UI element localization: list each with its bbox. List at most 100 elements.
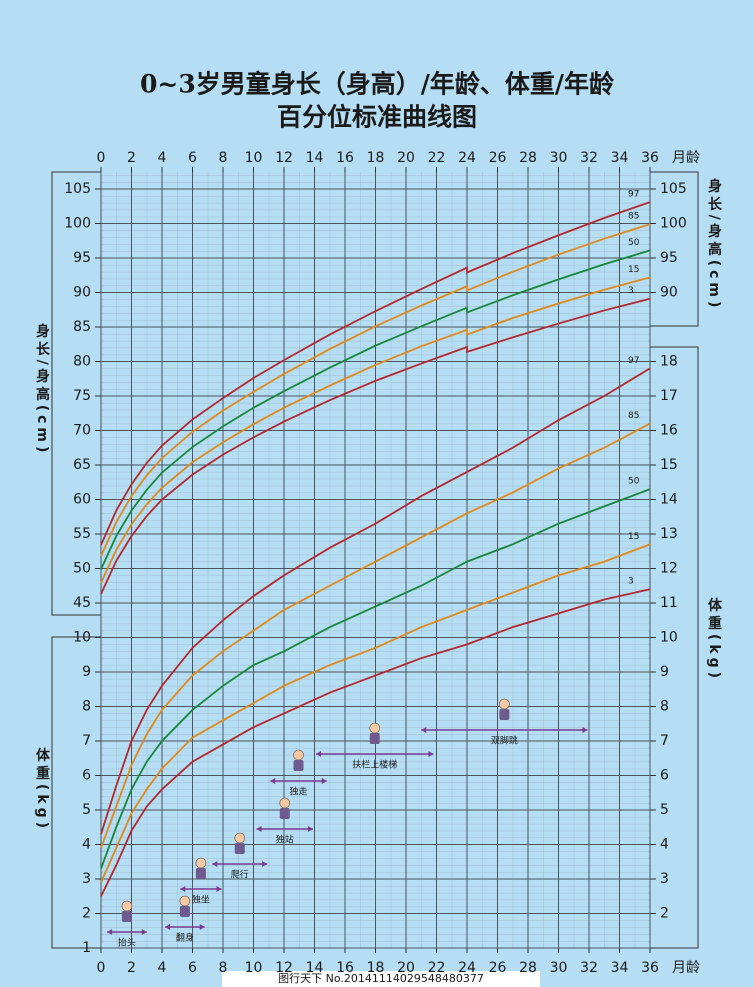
- y-tick-label-left: 90: [73, 285, 91, 301]
- x-tick-label: 20: [397, 150, 415, 166]
- child-figure-body: [234, 843, 245, 854]
- child-figure-body: [279, 808, 290, 819]
- x-tick-label: 22: [428, 150, 446, 166]
- milestone-label: 翻身: [176, 932, 194, 944]
- y-tick-label-right: 14: [660, 492, 678, 508]
- x-tick-label: 8: [219, 960, 228, 976]
- y-tick-label-right: 95: [660, 250, 678, 266]
- percentile-curve: [100, 297, 651, 595]
- x-tick-label: 14: [306, 960, 324, 976]
- y-tick-label-left: 4: [82, 837, 91, 853]
- x-tick-label: 34: [611, 150, 629, 166]
- percentile-curve: [100, 276, 651, 584]
- curve-label: 3: [628, 577, 634, 587]
- y-tick-label-right: 13: [660, 526, 678, 542]
- chart-title: 0~3岁男童身长（身高）/年龄、体重/年龄: [140, 70, 615, 99]
- x-tick-label: 32: [580, 150, 598, 166]
- y-tick-label-left: 50: [73, 561, 91, 577]
- y-tick-label-left: 95: [73, 250, 91, 266]
- child-figure-body: [179, 906, 190, 917]
- x-tick-label: 16: [336, 960, 354, 976]
- x-tick-label: 26: [489, 150, 507, 166]
- y-tick-label-right: 7: [660, 733, 669, 749]
- y-tick-label-right: 10: [660, 630, 678, 646]
- milestone-label: 独坐: [192, 894, 210, 906]
- milestone-label: 扶栏上楼梯: [352, 759, 397, 771]
- x-tick-label: 34: [611, 960, 629, 976]
- x-axis-title-bottom: 月龄: [672, 960, 700, 976]
- x-tick-label: 8: [219, 150, 228, 166]
- x-tick-label: 10: [245, 960, 263, 976]
- x-tick-label: 36: [641, 150, 659, 166]
- curve-label: 50: [628, 238, 640, 248]
- milestone-label: 爬行: [231, 869, 249, 881]
- x-tick-label: 12: [275, 150, 293, 166]
- y-tick-label-right: 15: [660, 457, 678, 473]
- child-figure-body: [121, 911, 132, 922]
- y-axis-title-length-left: 身长/身高(cm): [34, 323, 50, 456]
- x-tick-label: 2: [127, 960, 136, 976]
- y-tick-label-left: 70: [73, 423, 91, 439]
- y-tick-label-left: 1: [82, 940, 91, 956]
- x-tick-label: 0: [97, 960, 106, 976]
- child-figure-head: [499, 698, 510, 710]
- x-tick-label: 18: [367, 960, 385, 976]
- curve-label: 50: [628, 477, 640, 487]
- y-tick-label-left: 105: [64, 181, 91, 197]
- y-tick-label-left: 8: [82, 699, 91, 715]
- y-tick-label-right: 90: [660, 285, 678, 301]
- y-tick-label-left: 75: [73, 388, 91, 404]
- y-tick-label-right: 6: [660, 768, 669, 784]
- curve-label: 15: [628, 532, 639, 542]
- y-tick-label-left: 60: [73, 492, 91, 508]
- x-tick-label: 24: [458, 960, 476, 976]
- child-figure-head: [369, 722, 381, 734]
- milestone-label: 抬头: [118, 937, 136, 949]
- y-tick-label-left: 5: [82, 802, 91, 818]
- y-tick-label-left: 45: [73, 595, 91, 611]
- x-tick-label: 0: [97, 150, 106, 166]
- x-tick-label: 36: [641, 960, 659, 976]
- y-tick-label-right: 16: [660, 423, 678, 439]
- y-tick-label-right: 18: [660, 354, 678, 370]
- child-figure-head: [234, 832, 246, 844]
- x-tick-label: 30: [550, 150, 568, 166]
- arrow-head: [180, 886, 222, 892]
- y-tick-label-right: 3: [660, 871, 669, 887]
- child-figure-head: [121, 900, 133, 912]
- y-tick-label-left: 80: [73, 354, 91, 370]
- percentile-curve: [100, 249, 651, 570]
- y-tick-label-left: 100: [64, 216, 91, 232]
- y-tick-label-right: 12: [660, 561, 678, 577]
- x-tick-label: 28: [519, 150, 537, 166]
- child-figure-body: [499, 709, 510, 720]
- y-tick-label-right: 2: [660, 906, 669, 922]
- y-tick-label-right: 4: [660, 837, 669, 853]
- x-tick-label: 28: [519, 960, 537, 976]
- y-tick-label-left: 55: [73, 526, 91, 542]
- x-tick-label: 10: [245, 150, 263, 166]
- milestone-label: 独站: [276, 834, 294, 846]
- child-figure-body: [293, 760, 304, 771]
- x-tick-label: 32: [580, 960, 598, 976]
- x-tick-label: 24: [458, 150, 476, 166]
- curve-label: 85: [628, 212, 639, 222]
- x-axis-title-top: 月龄: [672, 150, 700, 166]
- x-tick-label: 4: [158, 960, 167, 976]
- y-tick-label-left: 9: [82, 664, 91, 680]
- y-tick-label-left: 85: [73, 319, 91, 335]
- curve-label: 97: [628, 356, 639, 366]
- curve-label: 15: [628, 265, 639, 275]
- percentile-curve: [100, 488, 651, 869]
- y-tick-label-right: 100: [660, 216, 687, 232]
- x-tick-label: 30: [550, 960, 568, 976]
- milestone-label: 独走: [289, 786, 307, 798]
- x-tick-label: 6: [188, 150, 197, 166]
- x-tick-label: 18: [367, 150, 385, 166]
- y-tick-label-left: 6: [82, 768, 91, 784]
- x-tick-label: 12: [275, 960, 293, 976]
- y-tick-label-right: 5: [660, 802, 669, 818]
- child-figure-body: [195, 868, 206, 879]
